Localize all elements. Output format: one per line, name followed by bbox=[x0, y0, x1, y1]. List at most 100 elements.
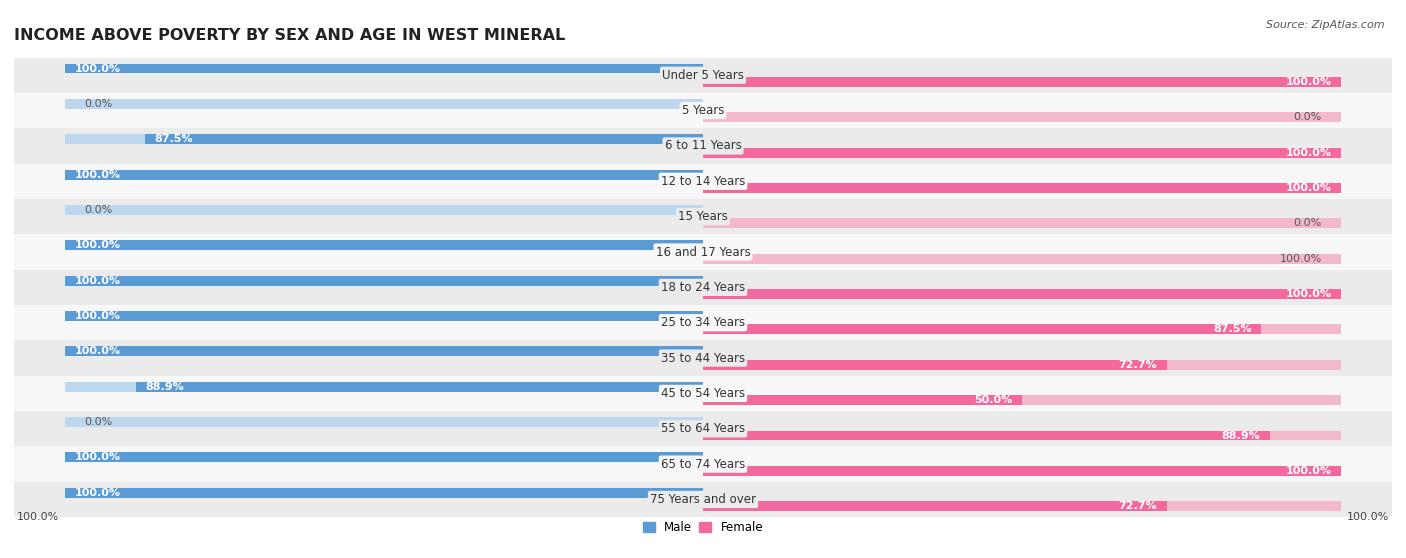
Text: 88.9%: 88.9% bbox=[1222, 431, 1261, 440]
Text: Source: ZipAtlas.com: Source: ZipAtlas.com bbox=[1267, 20, 1385, 30]
Bar bbox=[65, 382, 703, 392]
Text: 100.0%: 100.0% bbox=[1285, 466, 1331, 476]
Text: 100.0%: 100.0% bbox=[1279, 254, 1322, 264]
Bar bbox=[703, 431, 1270, 440]
Text: Under 5 Years: Under 5 Years bbox=[662, 69, 744, 81]
Bar bbox=[65, 488, 703, 498]
Text: 87.5%: 87.5% bbox=[1213, 324, 1251, 334]
Bar bbox=[14, 93, 1392, 128]
Bar bbox=[703, 183, 1341, 193]
Bar bbox=[14, 411, 1392, 446]
Text: 100.0%: 100.0% bbox=[75, 170, 121, 180]
Text: 50.0%: 50.0% bbox=[974, 395, 1012, 405]
Bar bbox=[703, 289, 1341, 299]
Text: 0.0%: 0.0% bbox=[1294, 218, 1322, 228]
Bar bbox=[703, 112, 1341, 122]
Bar bbox=[65, 64, 703, 74]
Bar bbox=[65, 170, 703, 180]
Text: 100.0%: 100.0% bbox=[75, 276, 121, 286]
Bar bbox=[703, 148, 1341, 157]
Text: 12 to 14 Years: 12 to 14 Years bbox=[661, 175, 745, 188]
Bar bbox=[14, 128, 1392, 163]
Bar bbox=[65, 205, 703, 215]
Bar bbox=[703, 218, 1341, 228]
Bar bbox=[65, 240, 703, 250]
Text: 100.0%: 100.0% bbox=[1285, 183, 1331, 193]
Bar bbox=[65, 453, 703, 463]
Bar bbox=[65, 311, 703, 321]
Bar bbox=[14, 57, 1392, 93]
Text: INCOME ABOVE POVERTY BY SEX AND AGE IN WEST MINERAL: INCOME ABOVE POVERTY BY SEX AND AGE IN W… bbox=[14, 28, 565, 44]
Bar bbox=[65, 417, 703, 427]
Text: 100.0%: 100.0% bbox=[17, 512, 59, 522]
Bar bbox=[14, 199, 1392, 234]
Bar bbox=[703, 501, 1167, 511]
Text: 100.0%: 100.0% bbox=[75, 347, 121, 357]
Bar bbox=[703, 289, 1341, 299]
Text: 0.0%: 0.0% bbox=[1294, 112, 1322, 122]
Bar bbox=[703, 395, 1022, 405]
Text: 100.0%: 100.0% bbox=[75, 453, 121, 463]
Bar bbox=[14, 340, 1392, 376]
Bar bbox=[14, 446, 1392, 482]
Text: 0.0%: 0.0% bbox=[84, 205, 112, 215]
Bar bbox=[145, 134, 703, 144]
Text: 16 and 17 Years: 16 and 17 Years bbox=[655, 246, 751, 258]
Text: 0.0%: 0.0% bbox=[84, 99, 112, 109]
Text: 87.5%: 87.5% bbox=[155, 134, 193, 144]
Text: 75 Years and over: 75 Years and over bbox=[650, 493, 756, 506]
Bar bbox=[703, 77, 1341, 87]
Bar bbox=[136, 382, 703, 392]
Bar bbox=[703, 360, 1167, 370]
Bar bbox=[14, 305, 1392, 340]
Bar bbox=[65, 134, 703, 144]
Bar bbox=[65, 64, 703, 74]
Bar bbox=[703, 466, 1341, 476]
Bar bbox=[14, 234, 1392, 270]
Bar bbox=[703, 325, 1341, 334]
Bar bbox=[65, 170, 703, 180]
Text: 88.9%: 88.9% bbox=[145, 382, 184, 392]
Text: 100.0%: 100.0% bbox=[1285, 77, 1331, 87]
Bar bbox=[703, 431, 1341, 440]
Bar bbox=[65, 276, 703, 286]
Bar bbox=[703, 395, 1341, 405]
Bar bbox=[14, 163, 1392, 199]
Text: 45 to 54 Years: 45 to 54 Years bbox=[661, 387, 745, 400]
Text: 100.0%: 100.0% bbox=[1347, 512, 1389, 522]
Bar bbox=[703, 148, 1341, 157]
Text: 72.7%: 72.7% bbox=[1119, 360, 1157, 370]
Bar bbox=[65, 99, 703, 109]
Text: 100.0%: 100.0% bbox=[75, 64, 121, 74]
Text: 25 to 34 Years: 25 to 34 Years bbox=[661, 316, 745, 329]
Bar bbox=[14, 270, 1392, 305]
Text: 72.7%: 72.7% bbox=[1119, 501, 1157, 511]
Text: 0.0%: 0.0% bbox=[84, 417, 112, 427]
Bar bbox=[703, 325, 1261, 334]
Text: 6 to 11 Years: 6 to 11 Years bbox=[665, 140, 741, 152]
Text: 18 to 24 Years: 18 to 24 Years bbox=[661, 281, 745, 294]
Bar bbox=[703, 360, 1341, 370]
Text: 100.0%: 100.0% bbox=[1285, 289, 1331, 299]
Bar bbox=[14, 376, 1392, 411]
Bar bbox=[65, 311, 703, 321]
Text: 100.0%: 100.0% bbox=[1285, 148, 1331, 158]
Text: 15 Years: 15 Years bbox=[678, 210, 728, 223]
Text: 55 to 64 Years: 55 to 64 Years bbox=[661, 422, 745, 435]
Text: 100.0%: 100.0% bbox=[75, 488, 121, 498]
Text: 100.0%: 100.0% bbox=[75, 240, 121, 251]
Bar bbox=[65, 347, 703, 357]
Text: 35 to 44 Years: 35 to 44 Years bbox=[661, 352, 745, 364]
Bar bbox=[65, 453, 703, 463]
Text: 5 Years: 5 Years bbox=[682, 104, 724, 117]
Text: 65 to 74 Years: 65 to 74 Years bbox=[661, 458, 745, 470]
Bar bbox=[703, 77, 1341, 87]
Bar bbox=[703, 501, 1341, 511]
Legend: Male, Female: Male, Female bbox=[638, 516, 768, 538]
Bar bbox=[703, 254, 1341, 264]
Bar bbox=[65, 488, 703, 498]
Text: 100.0%: 100.0% bbox=[75, 311, 121, 321]
Bar bbox=[65, 347, 703, 357]
Bar bbox=[703, 466, 1341, 476]
Bar bbox=[703, 183, 1341, 193]
